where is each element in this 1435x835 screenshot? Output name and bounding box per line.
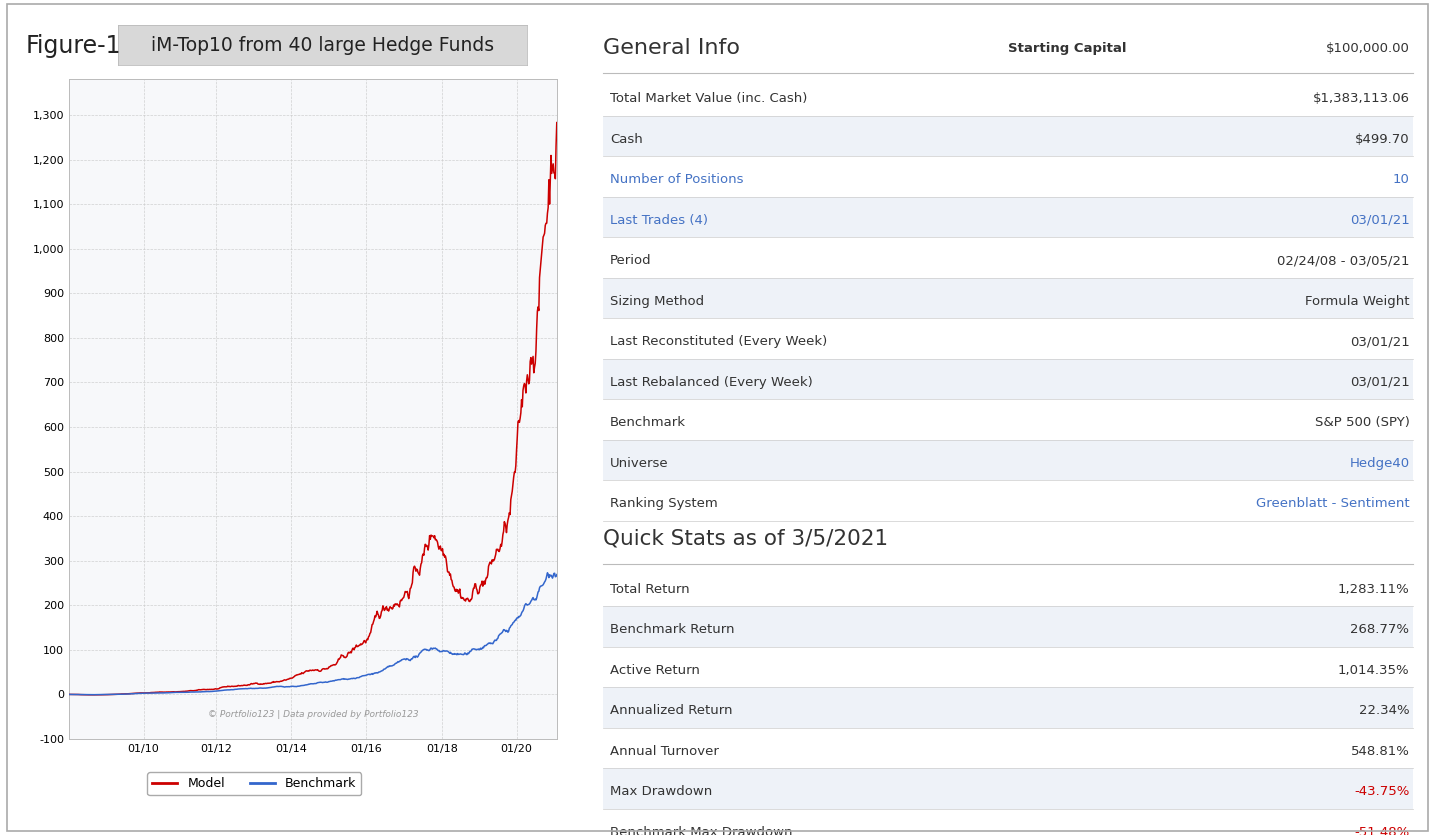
Text: Total Return: Total Return <box>610 583 689 595</box>
Text: Ranking System: Ranking System <box>610 497 718 510</box>
Text: 03/01/21: 03/01/21 <box>1350 214 1409 226</box>
Text: 03/01/21: 03/01/21 <box>1350 376 1409 388</box>
Text: -51.48%: -51.48% <box>1355 826 1409 835</box>
Text: Cash: Cash <box>610 133 643 145</box>
Legend: Model, Benchmark: Model, Benchmark <box>148 772 362 796</box>
Text: 1,014.35%: 1,014.35% <box>1337 664 1409 676</box>
Text: 1,283.11%: 1,283.11% <box>1337 583 1409 595</box>
Text: 268.77%: 268.77% <box>1350 623 1409 636</box>
Text: © Portfolio123 | Data provided by Portfolio123: © Portfolio123 | Data provided by Portfo… <box>208 711 418 719</box>
Text: Hedge40: Hedge40 <box>1349 457 1409 469</box>
Text: Quick Stats as of 3/5/2021: Quick Stats as of 3/5/2021 <box>603 529 888 549</box>
Text: 10: 10 <box>1392 173 1409 186</box>
Text: Last Rebalanced (Every Week): Last Rebalanced (Every Week) <box>610 376 812 388</box>
Text: Last Reconstituted (Every Week): Last Reconstituted (Every Week) <box>610 335 827 348</box>
Text: -43.75%: -43.75% <box>1355 785 1409 798</box>
Text: $100,000.00: $100,000.00 <box>1326 42 1409 55</box>
Text: Annual Turnover: Annual Turnover <box>610 745 719 757</box>
Text: Figure-1: Figure-1 <box>26 34 122 58</box>
Text: Number of Positions: Number of Positions <box>610 173 743 186</box>
Text: Period: Period <box>610 254 651 267</box>
Text: Universe: Universe <box>610 457 669 469</box>
Text: Benchmark Max Drawdown: Benchmark Max Drawdown <box>610 826 792 835</box>
Text: Starting Capital: Starting Capital <box>1007 42 1126 55</box>
Text: 548.81%: 548.81% <box>1350 745 1409 757</box>
Text: Sizing Method: Sizing Method <box>610 295 705 307</box>
Text: Active Return: Active Return <box>610 664 700 676</box>
Text: General Info: General Info <box>603 38 739 58</box>
Text: Last Trades (4): Last Trades (4) <box>610 214 707 226</box>
Text: 22.34%: 22.34% <box>1359 704 1409 717</box>
Text: Annualized Return: Annualized Return <box>610 704 732 717</box>
Text: Formula Weight: Formula Weight <box>1304 295 1409 307</box>
Text: 02/24/08 - 03/05/21: 02/24/08 - 03/05/21 <box>1277 254 1409 267</box>
Text: 03/01/21: 03/01/21 <box>1350 335 1409 348</box>
Text: $499.70: $499.70 <box>1355 133 1409 145</box>
Text: Max Drawdown: Max Drawdown <box>610 785 712 798</box>
Text: S&P 500 (SPY): S&P 500 (SPY) <box>1314 416 1409 429</box>
Text: Benchmark Return: Benchmark Return <box>610 623 735 636</box>
Text: iM-Top10 from 40 large Hedge Funds: iM-Top10 from 40 large Hedge Funds <box>151 36 494 54</box>
Text: Total Market Value (inc. Cash): Total Market Value (inc. Cash) <box>610 92 808 105</box>
Text: Greenblatt - Sentiment: Greenblatt - Sentiment <box>1256 497 1409 510</box>
Text: $1,383,113.06: $1,383,113.06 <box>1313 92 1409 105</box>
Text: Benchmark: Benchmark <box>610 416 686 429</box>
